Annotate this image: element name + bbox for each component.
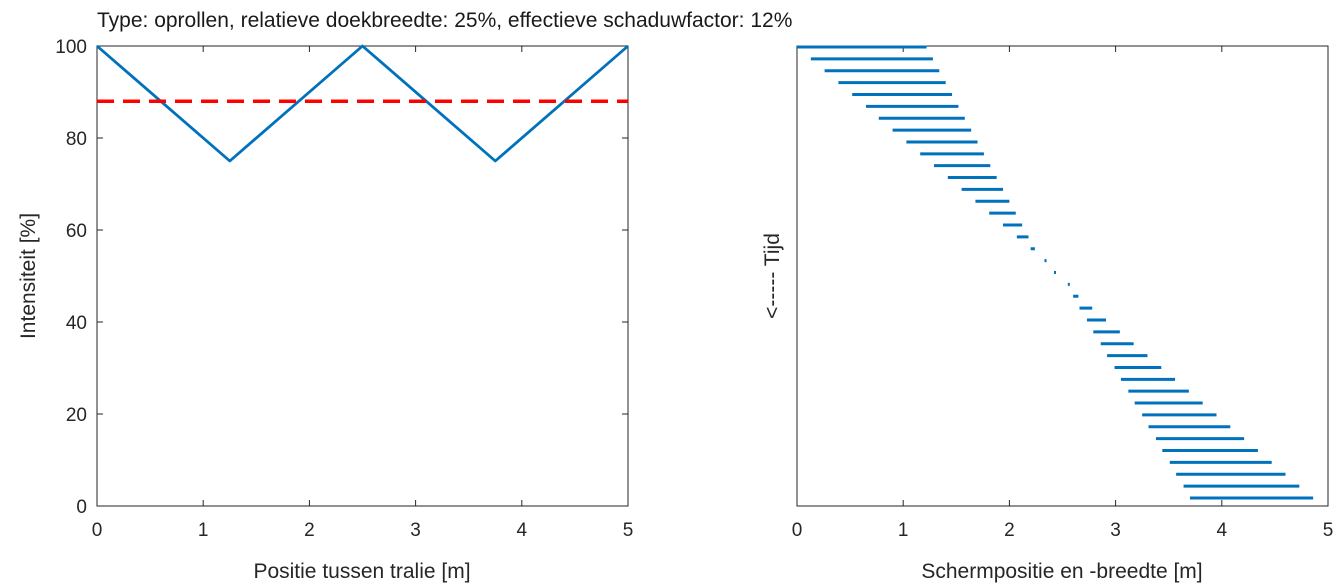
figure-title: Type: oprollen, relatieve doekbreedte: 2… (97, 9, 792, 32)
right-x-tick-label: 1 (898, 520, 909, 541)
right-x-tick-label: 0 (792, 520, 803, 541)
right-x-tick-label: 4 (1217, 520, 1228, 541)
left-y-tick-label: 80 (66, 129, 87, 150)
left-y-axis-label: Intensiteit [%] (17, 213, 40, 339)
right-plot: 0 1 2 3 4 5 Schermpositie en -breedte [m] <--… (761, 45, 1334, 583)
right-y-axis-label: <----- Tijd (761, 233, 784, 319)
right-x-axis-label: Schermpositie en -breedte [m] (921, 560, 1202, 583)
left-series-group (96, 44, 629, 163)
left-x-tick-label: 0 (92, 520, 103, 541)
left-y-tick-label: 20 (66, 405, 87, 426)
left-y-tick-label: 40 (66, 313, 87, 334)
right-interval-group (797, 45, 1314, 500)
left-y-tick-label: 100 (55, 37, 87, 58)
left-x-tick-label: 4 (517, 520, 528, 541)
left-x-axis-label: Positie tussen tralie [m] (253, 560, 470, 583)
right-x-tick-label: 2 (1004, 520, 1015, 541)
right-plot-area (796, 45, 1329, 507)
left-x-tick-label: 1 (198, 520, 209, 541)
left-y-axis: 0 20 40 60 80 100 (55, 37, 628, 518)
left-x-axis: 0 1 2 3 4 5 (92, 46, 634, 541)
left-x-tick-label: 3 (410, 520, 421, 541)
left-series-intensity-line (96, 44, 629, 163)
left-y-tick-label: 0 (76, 497, 87, 518)
left-x-tick-label: 2 (304, 520, 315, 541)
left-plot: 0 1 2 3 4 5 0 20 40 60 80 100 Positie tussen trali… (17, 37, 633, 583)
left-y-tick-label: 60 (66, 221, 87, 242)
right-x-tick-label: 3 (1110, 520, 1121, 541)
right-x-tick-label: 5 (1323, 520, 1334, 541)
left-x-tick-label: 5 (623, 520, 634, 541)
right-x-axis: 0 1 2 3 4 5 (792, 46, 1334, 541)
